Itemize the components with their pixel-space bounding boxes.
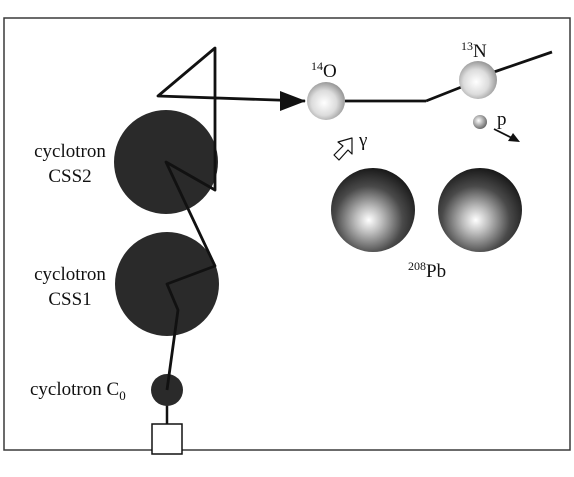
css2-label: cyclotron CSS2 [30,142,110,186]
pb208-label: 208Pb [408,259,447,282]
o14-nucleus [307,82,345,120]
n13-symbol: N [473,41,487,62]
css1-label-line1: cyclotron [34,264,106,285]
css1-label: cyclotron CSS1 [30,265,110,309]
o14-symbol: O [323,61,337,82]
proton-symbol: p [497,109,507,130]
proton-label: p [497,110,507,129]
beam-line-after-n13 [493,50,553,74]
pb208-mass-number: 208 [408,259,426,273]
c0-label: cyclotron C0 [30,379,126,402]
o14-label: 14O [311,59,337,82]
css2-label-line2: CSS2 [48,166,92,187]
css1-label-line2: CSS1 [48,289,92,310]
css2-label-line1: cyclotron [34,141,106,162]
frame [3,17,571,451]
c0-label-subscript: 0 [119,388,126,403]
gamma-label: γ [359,131,367,150]
proton-arrow-line [493,128,513,139]
proton-arrow-head [508,133,520,142]
proton [473,115,487,129]
gamma-symbol: γ [359,130,368,151]
ion-source-box [151,423,183,455]
pb208-symbol: Pb [426,261,447,282]
beam-line [156,46,306,391]
n13-mass-number: 13 [461,39,473,53]
beam-line-bend-to-n13 [425,84,465,103]
o14-mass-number: 14 [311,59,323,73]
pb208-target-left [331,168,415,252]
gamma-arrow [333,137,353,161]
beam-arrow-head [280,91,306,111]
c0-label-text: cyclotron C [30,379,120,400]
pb208-target-right [438,168,522,252]
n13-label: 13N [461,39,487,62]
n13-nucleus [459,61,497,99]
